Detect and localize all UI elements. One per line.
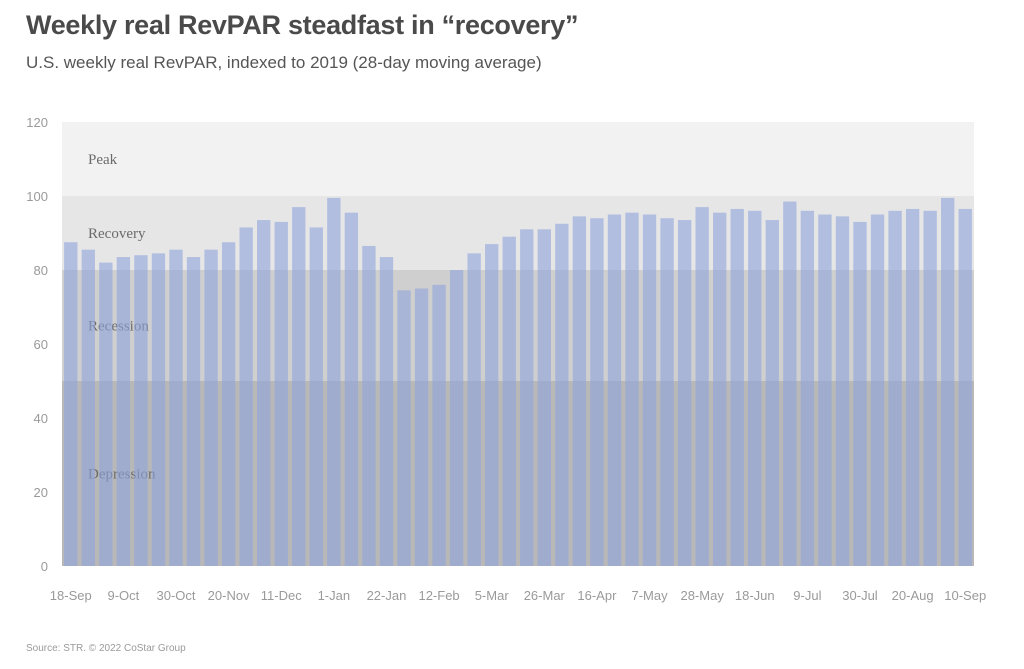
bar-27-Nov bbox=[239, 227, 253, 566]
x-tick-label: 20-Nov bbox=[208, 588, 250, 603]
x-tick-label: 16-Apr bbox=[577, 588, 617, 603]
bar-16-Apr bbox=[590, 218, 604, 566]
y-axis: 0 20 40 60 80 100 120 bbox=[26, 115, 48, 574]
bar-13-Aug bbox=[888, 210, 902, 567]
x-tick-label: 22-Jan bbox=[367, 588, 407, 603]
bar-9-Oct bbox=[116, 257, 131, 566]
band-label-peak: Peak bbox=[88, 152, 118, 168]
bar-30-Oct bbox=[169, 249, 183, 566]
bar-26-Mar bbox=[537, 229, 551, 567]
bar-23-Apr bbox=[607, 214, 622, 566]
band-label-recovery: Recovery bbox=[88, 226, 146, 242]
bar-3-Sep bbox=[941, 197, 955, 566]
bar-15-Jan bbox=[362, 245, 376, 566]
bar-21-May bbox=[677, 220, 692, 567]
y-tick-label: 80 bbox=[34, 263, 48, 278]
bar-23-Jul bbox=[835, 216, 850, 566]
x-tick-label: 26-Mar bbox=[524, 588, 566, 603]
bar-22-Jan bbox=[379, 257, 394, 566]
bar-16-Jul bbox=[818, 214, 832, 566]
bar-28-May bbox=[695, 207, 709, 566]
bar-layer bbox=[64, 197, 972, 567]
bar-12-Feb bbox=[432, 284, 446, 566]
bar-6-Nov bbox=[186, 257, 201, 566]
chart-title: Weekly real RevPAR steadfast in “recover… bbox=[26, 10, 579, 40]
bar-26-Feb bbox=[467, 253, 481, 566]
bar-30-Jul bbox=[853, 221, 867, 566]
bar-4-Dec bbox=[257, 220, 271, 567]
bar-4-Jun bbox=[713, 212, 727, 566]
source-note: Source: STR. © 2022 CoStar Group bbox=[26, 643, 186, 654]
y-tick-label: 0 bbox=[41, 559, 48, 574]
bar-27-Aug bbox=[923, 210, 937, 567]
x-tick-label: 9-Oct bbox=[107, 588, 139, 603]
x-tick-label: 20-Aug bbox=[892, 588, 934, 603]
y-tick-label: 120 bbox=[26, 115, 48, 130]
y-tick-label: 40 bbox=[34, 411, 48, 426]
x-tick-label: 1-Jan bbox=[318, 588, 351, 603]
y-tick-label: 60 bbox=[34, 337, 48, 352]
x-tick-label: 12-Feb bbox=[418, 588, 459, 603]
bar-12-Mar bbox=[502, 236, 516, 566]
bar-11-Jun bbox=[730, 208, 744, 566]
bar-25-Dec bbox=[309, 227, 323, 566]
bar-25-Sep bbox=[81, 249, 95, 566]
x-tick-label: 7-May bbox=[631, 588, 668, 603]
bar-2-Jul bbox=[783, 201, 797, 567]
bar-7-May bbox=[642, 214, 657, 566]
y-tick-label: 20 bbox=[34, 485, 48, 500]
bar-6-Aug bbox=[870, 214, 885, 566]
bar-8-Jan bbox=[344, 212, 359, 566]
bar-5-Feb bbox=[414, 288, 429, 566]
bar-19-Mar bbox=[520, 229, 534, 567]
bar-9-Jul bbox=[800, 210, 815, 567]
bar-18-Sep bbox=[64, 242, 78, 566]
x-axis: 18-Sep 9-Oct 30-Oct 20-Nov 11-Dec 1-Jan 22-Jan… bbox=[50, 588, 986, 603]
x-tick-label: 5-Mar bbox=[475, 588, 510, 603]
bar-18-Dec bbox=[292, 207, 306, 566]
bar-13-Nov bbox=[204, 249, 218, 566]
bar-5-Mar bbox=[485, 244, 499, 566]
chart-subtitle: U.S. weekly real RevPAR, indexed to 2019… bbox=[26, 53, 542, 72]
bar-11-Dec bbox=[274, 221, 288, 566]
bar-20-Nov bbox=[221, 242, 236, 566]
bar-1-Jan bbox=[327, 197, 341, 566]
bar-18-Jun bbox=[748, 210, 762, 567]
bar-19-Feb bbox=[449, 270, 464, 566]
bar-2-Apr bbox=[555, 223, 569, 566]
bar-14-May bbox=[660, 218, 674, 566]
band-peak bbox=[62, 122, 974, 196]
x-tick-label: 28-May bbox=[680, 588, 724, 603]
x-tick-label: 9-Jul bbox=[793, 588, 821, 603]
bar-2-Oct bbox=[99, 262, 113, 566]
x-tick-label: 30-Jul bbox=[842, 588, 878, 603]
bar-29-Jan bbox=[397, 290, 411, 566]
bar-10-Sep bbox=[958, 208, 972, 566]
x-tick-label: 30-Oct bbox=[156, 588, 195, 603]
x-tick-label: 18-Sep bbox=[50, 588, 92, 603]
bar-23-Oct bbox=[151, 253, 166, 566]
x-tick-label: 10-Sep bbox=[944, 588, 986, 603]
y-tick-label: 100 bbox=[26, 189, 48, 204]
x-tick-label: 11-Dec bbox=[261, 588, 302, 603]
x-tick-label: 18-Jun bbox=[735, 588, 775, 603]
bar-30-Apr bbox=[625, 212, 639, 566]
bar-9-Apr bbox=[572, 216, 587, 566]
bar-16-Oct bbox=[134, 255, 148, 566]
bar-25-Jun bbox=[765, 220, 779, 567]
bar-20-Aug bbox=[905, 208, 920, 566]
